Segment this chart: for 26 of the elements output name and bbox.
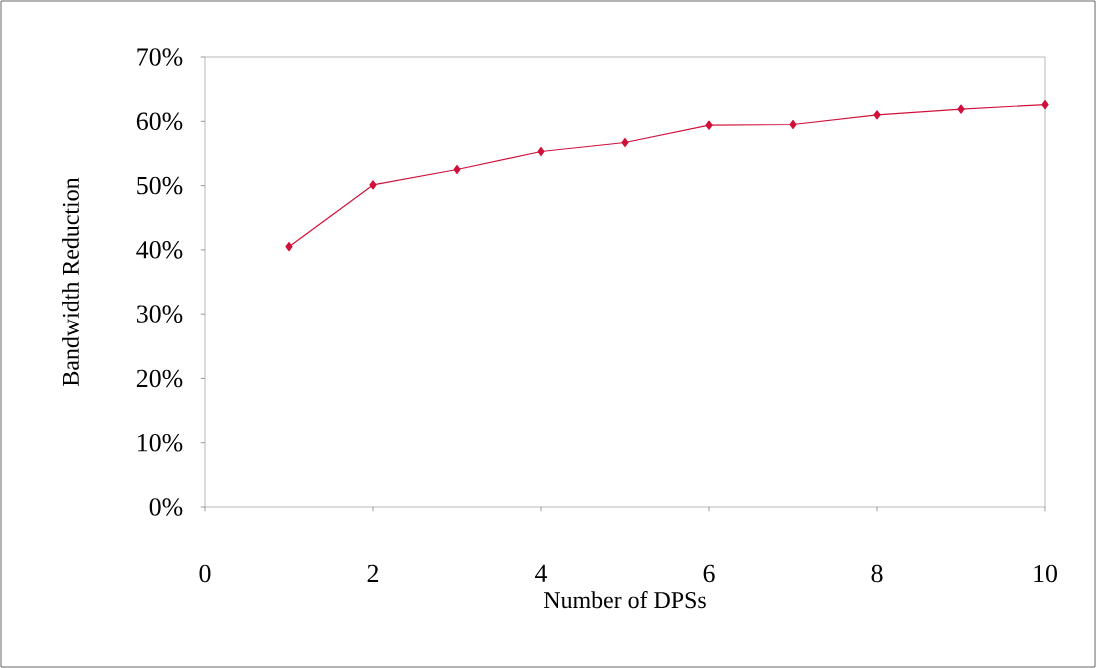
point [957, 104, 965, 114]
y-tick-label: 20% [136, 369, 183, 388]
point [621, 137, 629, 148]
x-tick-label: 0 [199, 564, 211, 583]
x-tick-label: 10 [1034, 564, 1057, 583]
x-tick-label: 2 [367, 564, 379, 582]
x-tick-label: 8 [871, 564, 883, 583]
x-axis-title: Number of DPSs [544, 591, 706, 609]
point [1041, 99, 1049, 110]
y-axis-title: Bandwidth Reduction [62, 177, 79, 386]
y-tick-label: 60% [136, 112, 183, 131]
x-tick-label: 4 [535, 564, 548, 582]
point [537, 146, 545, 157]
point [285, 242, 293, 252]
y-tick-label: 40% [136, 241, 183, 259]
y-tick-label: 10% [138, 433, 183, 452]
y-tick-label: 30% [136, 305, 183, 323]
y-tick-label: 50% [137, 176, 183, 195]
point [453, 164, 461, 175]
point [873, 110, 881, 120]
x-tick-label: 6 [703, 564, 715, 583]
y-tick-label: 0% [149, 498, 183, 516]
y-tick-label: 70% [137, 48, 183, 66]
point [369, 180, 377, 190]
point [705, 120, 713, 130]
point [789, 119, 797, 130]
